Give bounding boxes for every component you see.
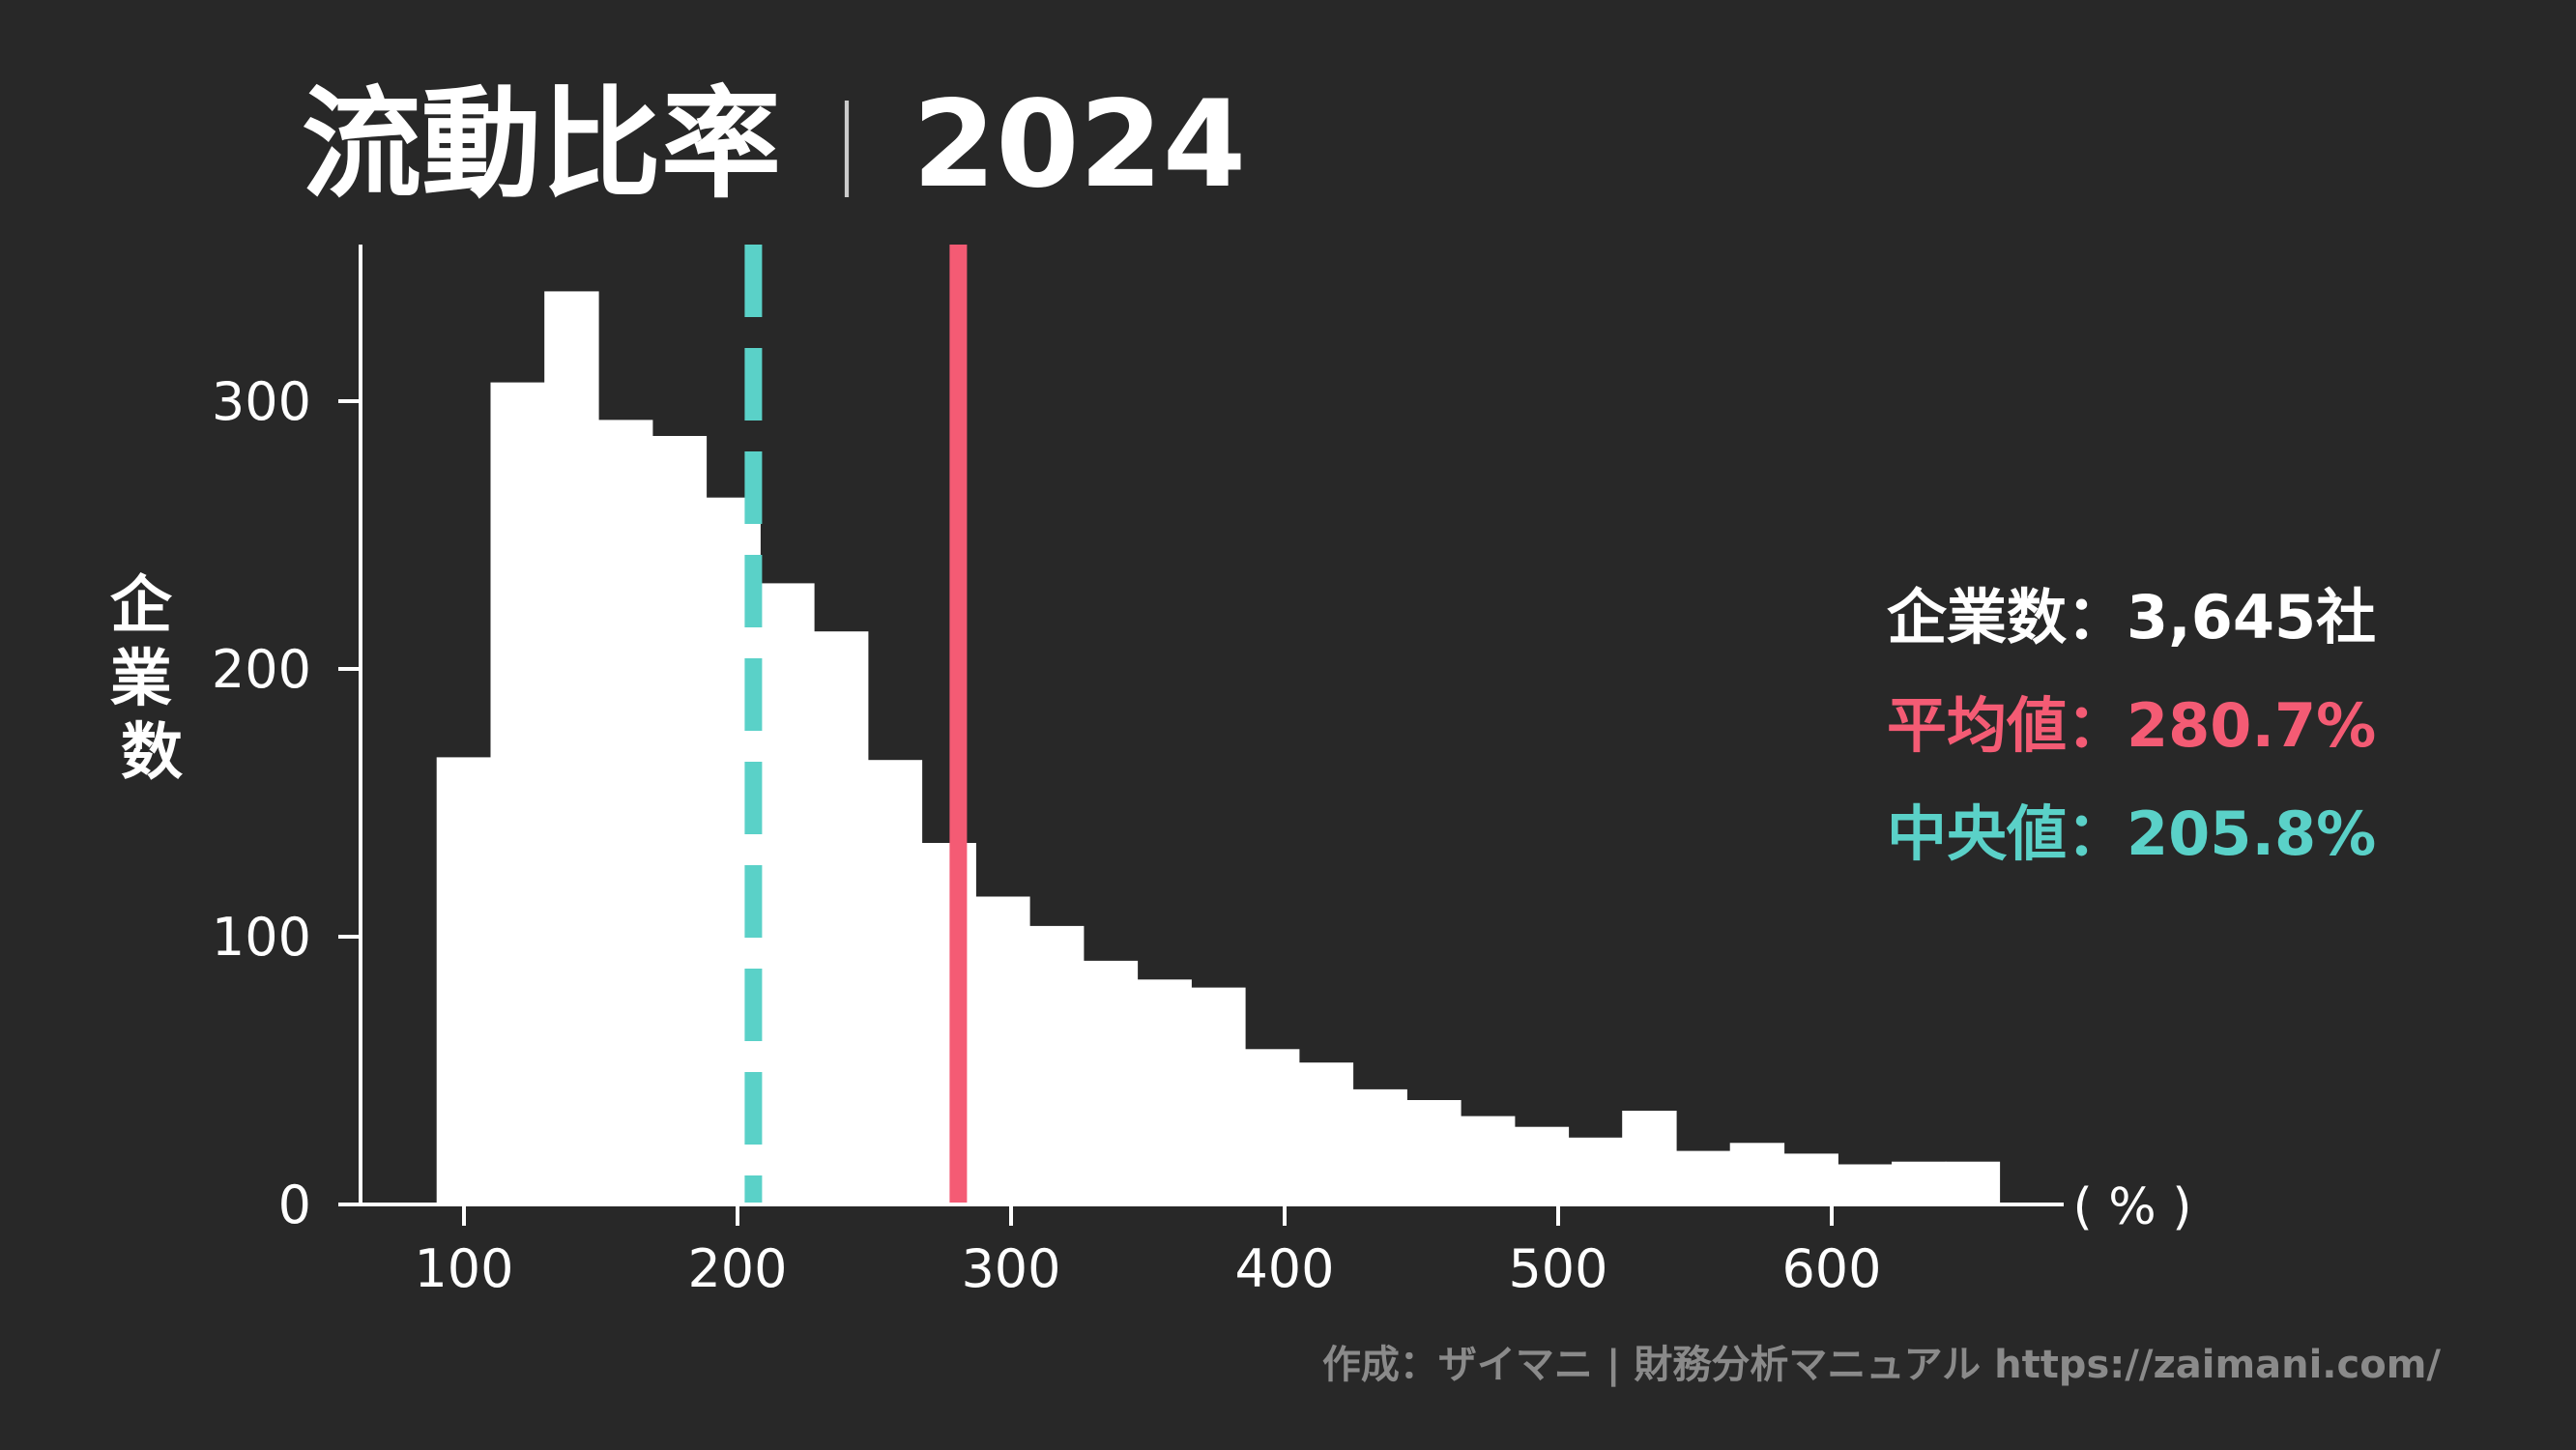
histogram-bar (1137, 979, 1192, 1204)
x-tick-label: 200 (687, 1238, 787, 1299)
histogram-bar (651, 436, 708, 1204)
histogram-bar (1298, 1062, 1354, 1204)
stat-median-label: 中央値 (1887, 798, 2067, 869)
chart-title-main: 流動比率 (302, 75, 781, 215)
chart-title-separator: ｜ (798, 96, 895, 209)
credit-text: 作成：ザイマニ | 財務分析マニュアル https://zaimani.com/ (1322, 1343, 2441, 1388)
y-tick-label: 0 (278, 1174, 311, 1235)
histogram-bar (814, 631, 869, 1204)
histogram-bar (1676, 1150, 1731, 1204)
histogram-bar (1083, 960, 1139, 1204)
histogram-bar (1622, 1111, 1677, 1204)
histogram-bars (436, 291, 2001, 1205)
y-axis-ticks: 0 100 200 300 (212, 371, 361, 1235)
histogram-bar (1191, 987, 1246, 1204)
histogram-bar (1029, 925, 1085, 1204)
histogram-bar (867, 760, 923, 1204)
histogram-bar (1514, 1126, 1570, 1204)
stat-mean: 平均値：280.7% (1887, 690, 2376, 761)
histogram-bar (921, 843, 976, 1204)
reference-lines (744, 245, 968, 1204)
stat-median-value: 205.8% (2127, 798, 2376, 869)
y-tick-label: 300 (212, 371, 311, 432)
stat-count-value: 3,645社 (2127, 582, 2376, 652)
y-tick-label: 200 (212, 639, 311, 700)
chart-title-year: 2024 (912, 75, 1246, 215)
histogram-bar (1945, 1161, 2001, 1204)
x-axis-ticks: 100 200 300 400 500 600 (414, 1204, 1882, 1299)
histogram-bar (1783, 1153, 1838, 1204)
histogram-bar (1245, 1049, 1300, 1204)
histogram-bar (544, 291, 599, 1204)
x-tick-label: 100 (414, 1238, 513, 1299)
stat-mean-label: 平均値 (1887, 690, 2067, 761)
histogram-bar (1461, 1116, 1516, 1204)
histogram-bar (1729, 1143, 1785, 1204)
histogram-bar (975, 896, 1030, 1204)
y-axis-label: 企 業 数 (110, 570, 193, 789)
stat-count-label: 企業数 (1887, 582, 2067, 652)
stat-count: 企業数：3,645社 (1887, 582, 2376, 652)
histogram-bar (436, 757, 492, 1204)
stat-mean-colon: ： (2067, 690, 2127, 761)
histogram-bar (598, 420, 653, 1204)
chart-title: 流動比率｜ 2024 (302, 75, 1246, 215)
x-tick-label: 600 (1781, 1238, 1881, 1299)
histogram-bar (490, 382, 545, 1205)
stat-median: 中央値：205.8% (1887, 798, 2376, 869)
histogram-bar (760, 583, 815, 1204)
stat-mean-value: 280.7% (2127, 690, 2376, 761)
y-tick-label: 100 (212, 907, 311, 968)
stat-median-colon: ： (2067, 798, 2127, 869)
stat-count-colon: ： (2067, 582, 2127, 652)
histogram-bar (1406, 1100, 1462, 1204)
histogram-bar (1568, 1137, 1623, 1205)
stats-panel: 企業数：3,645社 平均値：280.7% 中央値：205.8% (1887, 582, 2376, 869)
x-tick-label: 400 (1234, 1238, 1334, 1299)
histogram-bar (1352, 1088, 1407, 1204)
histogram-bar (1892, 1161, 1947, 1204)
histogram-bar (1838, 1164, 1893, 1204)
x-tick-label: 300 (961, 1238, 1060, 1299)
x-tick-label: 500 (1508, 1238, 1607, 1299)
x-axis-unit-label: ( % ) (2072, 1178, 2191, 1236)
